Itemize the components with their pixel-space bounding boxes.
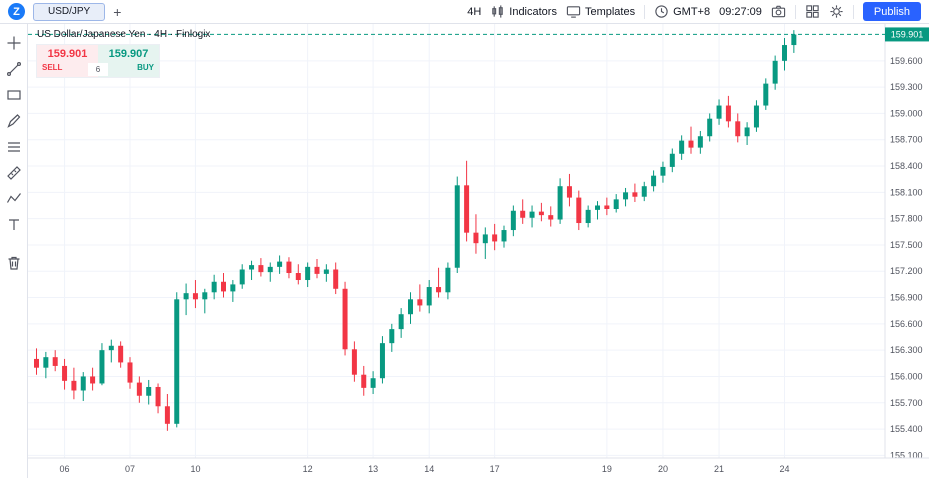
buy-button[interactable]: 159.907 BUY bbox=[98, 45, 159, 77]
svg-text:156.300: 156.300 bbox=[890, 345, 923, 355]
indicators-candle-icon bbox=[490, 4, 505, 19]
sell-button[interactable]: 159.901 SELL bbox=[37, 45, 98, 77]
brush-tool-button[interactable] bbox=[3, 110, 25, 131]
svg-text:155.700: 155.700 bbox=[890, 398, 923, 408]
trash-icon[interactable] bbox=[3, 252, 25, 273]
text-annotation-tool-button[interactable] bbox=[3, 214, 25, 235]
svg-text:159.300: 159.300 bbox=[890, 82, 923, 92]
templates-label: Templates bbox=[584, 5, 636, 18]
gear-icon bbox=[829, 4, 844, 19]
svg-text:21: 21 bbox=[714, 464, 724, 474]
svg-text:158.400: 158.400 bbox=[890, 161, 923, 171]
drawing-toolbar bbox=[0, 24, 28, 478]
svg-text:159.901: 159.901 bbox=[891, 29, 924, 39]
crosshair-tool-button[interactable] bbox=[3, 32, 25, 53]
clock-icon bbox=[654, 4, 669, 19]
svg-text:24: 24 bbox=[779, 464, 789, 474]
svg-text:159.600: 159.600 bbox=[890, 56, 923, 66]
svg-text:158.700: 158.700 bbox=[890, 135, 923, 145]
sell-price: 159.901 bbox=[47, 48, 88, 60]
svg-text:155.400: 155.400 bbox=[890, 424, 923, 434]
interval-button[interactable]: 4H bbox=[467, 5, 482, 18]
symbol-tab[interactable]: USD/JPY bbox=[33, 2, 106, 21]
sell-label: SELL bbox=[42, 63, 63, 72]
svg-text:158.100: 158.100 bbox=[890, 187, 923, 197]
svg-text:156.600: 156.600 bbox=[890, 319, 923, 329]
brand-logo-icon: Z bbox=[8, 3, 25, 20]
camera-icon bbox=[771, 4, 786, 19]
svg-text:157.800: 157.800 bbox=[890, 214, 923, 224]
templates-monitor-icon bbox=[566, 4, 581, 19]
toolbar-right-group: 4H Indicators Templates bbox=[467, 2, 921, 21]
svg-text:159.000: 159.000 bbox=[890, 108, 923, 118]
svg-text:13: 13 bbox=[368, 464, 378, 474]
svg-text:19: 19 bbox=[602, 464, 612, 474]
svg-text:156.000: 156.000 bbox=[890, 371, 923, 381]
toolbar-divider bbox=[794, 4, 796, 19]
trend-line-tool-button[interactable] bbox=[3, 58, 25, 79]
svg-text:17: 17 bbox=[490, 464, 500, 474]
svg-text:157.200: 157.200 bbox=[890, 266, 923, 276]
svg-text:06: 06 bbox=[60, 464, 70, 474]
svg-text:155.100: 155.100 bbox=[890, 450, 923, 460]
spread-value: 6 bbox=[88, 63, 108, 76]
layout-button[interactable] bbox=[805, 4, 820, 19]
rectangle-tool-button[interactable] bbox=[3, 84, 25, 105]
chart-legend-title: US Dollar/Japanese Yen · 4H · Finlogix bbox=[37, 29, 211, 40]
timezone-label: GMT+8 bbox=[673, 5, 711, 18]
timezone-button[interactable]: GMT+8 bbox=[654, 4, 710, 19]
layout-grid-icon bbox=[805, 4, 820, 19]
settings-button[interactable] bbox=[829, 4, 844, 19]
svg-text:20: 20 bbox=[658, 464, 668, 474]
svg-text:12: 12 bbox=[303, 464, 313, 474]
screenshot-button[interactable] bbox=[771, 4, 786, 19]
templates-button[interactable]: Templates bbox=[566, 4, 635, 19]
main-area: 159.600 159.300 159.000 158.700 158.400 158.1… bbox=[0, 24, 929, 478]
add-symbol-tab-button[interactable]: + bbox=[113, 3, 122, 20]
svg-text:10: 10 bbox=[190, 464, 200, 474]
candlestick-chart[interactable]: 159.600 159.300 159.000 158.700 158.400 158.1… bbox=[28, 24, 929, 478]
ruler-tool-button[interactable] bbox=[3, 162, 25, 183]
toolbar-divider bbox=[852, 4, 854, 19]
buy-sell-widget: 159.901 SELL 159.907 BUY 6 bbox=[37, 45, 159, 77]
top-toolbar: Z USD/JPY + 4H Indicators bbox=[0, 0, 929, 24]
buy-label: BUY bbox=[137, 63, 154, 72]
buy-price: 159.907 bbox=[108, 48, 149, 60]
indicators-label: Indicators bbox=[509, 5, 557, 18]
svg-text:07: 07 bbox=[125, 464, 135, 474]
fib-lines-tool-button[interactable] bbox=[3, 136, 25, 157]
indicators-button[interactable]: Indicators bbox=[490, 4, 557, 19]
svg-text:14: 14 bbox=[424, 464, 434, 474]
clock-time: 09:27:09 bbox=[719, 5, 762, 18]
chart-region: 159.600 159.300 159.000 158.700 158.400 158.1… bbox=[28, 24, 929, 478]
svg-text:157.500: 157.500 bbox=[890, 240, 923, 250]
publish-button[interactable]: Publish bbox=[862, 2, 921, 21]
toolbar-divider bbox=[644, 4, 646, 19]
svg-text:156.900: 156.900 bbox=[890, 293, 923, 303]
pattern-tool-button[interactable] bbox=[3, 188, 25, 209]
